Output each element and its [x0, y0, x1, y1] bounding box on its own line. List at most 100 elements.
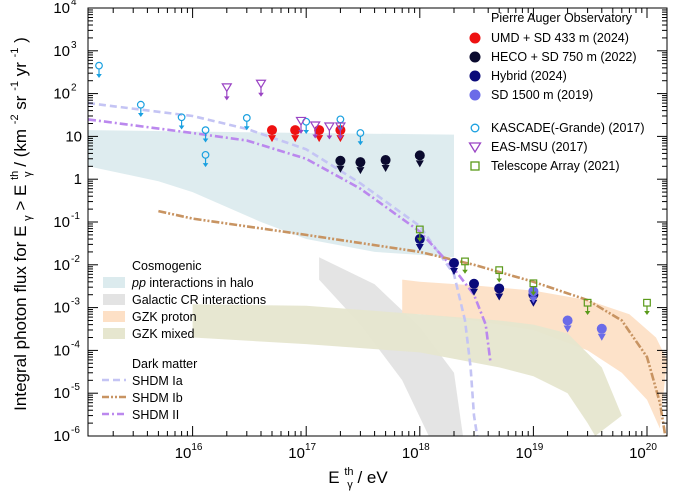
y-tick-label: 10	[53, 214, 70, 231]
upper-limit-arrow	[449, 268, 458, 276]
marker-ta-5	[643, 298, 651, 316]
marker-umd-1	[290, 125, 301, 143]
y-title-sup4: -1	[9, 48, 21, 58]
y-tick-base: 10	[53, 342, 70, 359]
legend-marker-easmsu	[468, 142, 482, 154]
upper-limit-arrow	[244, 126, 250, 131]
x-tick-exp: 16	[191, 442, 203, 453]
y-tick-label: 10	[53, 0, 70, 17]
marker-easmsu-0	[221, 83, 233, 101]
marker-ta-4	[583, 298, 592, 316]
legend-auger: Pierre Auger Observatory UMD + SD 433 m …	[469, 11, 637, 102]
x-axis-title: E th γ / eV	[328, 460, 388, 492]
x-title-sub: γ	[347, 479, 353, 491]
legend-swatch-gzk-mixed	[103, 328, 125, 339]
legend-dark-matter: Dark matter SHDM Ia SHDM Ib SHDM II	[102, 357, 197, 422]
x-tick-label: 1016	[175, 442, 203, 462]
marker-circle	[242, 114, 251, 122]
y-title-part5: yr	[11, 62, 30, 77]
legend-label-shdm-ii: SHDM II	[132, 408, 179, 422]
marker-dot	[596, 323, 607, 334]
legend-marker-kascade	[470, 123, 480, 133]
legend-label-kascade: KASCADE(-Grande) (2017)	[491, 121, 645, 135]
x-tick-exp: 20	[646, 442, 658, 453]
upper-limit-arrow	[644, 311, 650, 316]
marker-hybrid-1	[448, 258, 459, 276]
y-tick-exp: -6	[71, 425, 80, 436]
marker-triangle	[309, 121, 321, 131]
marker-triangle	[323, 122, 335, 132]
y-title-sup3: -1	[9, 81, 21, 91]
y-title-sup2: -2	[9, 114, 21, 124]
legend-label-pp-halo: pp interactions in halo	[131, 276, 254, 290]
legend-label-umd: UMD + SD 433 m (2024)	[491, 31, 629, 45]
marker-ta-0	[415, 225, 424, 242]
y-tick-exp: -4	[71, 339, 80, 350]
y-axis-title: Integral photon flux for E γ > E th γ / …	[3, 37, 35, 411]
x-title-base: E	[328, 468, 339, 487]
y-title-sub: γ	[22, 215, 34, 221]
x-tick-base: 10	[402, 445, 419, 462]
upper-limit-arrow	[138, 113, 144, 118]
x-tick-base: 10	[288, 445, 305, 462]
legend-marker-heco	[469, 51, 481, 63]
legend-label-pp-italic: pp	[131, 276, 146, 290]
upper-limit-arrow	[415, 244, 424, 252]
upper-limit-arrow	[597, 333, 606, 341]
marker-ta-1	[461, 257, 469, 274]
y-title-part2: > E	[11, 185, 30, 211]
marker-kascade-0	[95, 61, 103, 78]
marker-dot	[355, 157, 366, 168]
y-tick-label: 10	[53, 86, 70, 103]
upper-limit-arrow	[202, 138, 209, 143]
marker-kascade-8	[356, 129, 365, 146]
x-title-sup: th	[344, 466, 353, 478]
marker-hybrid-2	[469, 278, 479, 296]
marker-ta-3	[529, 279, 538, 296]
y-tick-exp: -3	[71, 297, 80, 308]
y-tick-base: 1	[74, 171, 82, 188]
upper-limit-arrow	[415, 160, 424, 168]
legend-cosmogenic: Cosmogenic pp interactions in halo Galac…	[103, 259, 266, 341]
marker-dot	[469, 278, 479, 289]
marker-hybrid-3	[494, 283, 505, 301]
y-tick-label: 10	[53, 428, 70, 445]
marker-dot	[414, 150, 425, 161]
marker-dot	[267, 125, 278, 136]
upper-limit-arrow	[268, 135, 277, 143]
upper-limit-arrow	[96, 73, 102, 78]
upper-limit-arrow	[291, 135, 300, 143]
y-tick-base: 10	[53, 257, 70, 274]
legend-label-galactic: Galactic CR interactions	[132, 293, 266, 307]
marker-triangle	[334, 122, 346, 132]
curve-shdm-ia	[88, 101, 479, 436]
marker-heco-0	[335, 155, 346, 173]
marker-kascade-4	[201, 150, 210, 168]
marker-sd1500-1	[562, 315, 573, 333]
y-title-part3: / (km	[11, 129, 30, 167]
legend-label-heco: HECO + SD 750 m (2022)	[491, 50, 637, 64]
y-tick-base: 10	[53, 214, 70, 231]
legend-marker-hybrid	[469, 70, 481, 82]
marker-triangle	[295, 116, 307, 127]
marker-umd-0	[267, 125, 278, 143]
upper-limit-arrow	[258, 92, 264, 97]
upper-limit-arrow	[496, 278, 503, 283]
upper-limit-arrow	[315, 135, 324, 143]
upper-limit-arrow	[357, 141, 364, 146]
upper-limit-arrow	[584, 311, 591, 316]
y-title-part4: sr	[11, 95, 30, 110]
upper-limit-arrow	[416, 237, 423, 242]
marker-heco-2	[380, 155, 391, 173]
legend-label-shdm-ia: SHDM Ia	[132, 374, 183, 388]
marker-kascade-5	[242, 114, 251, 131]
y-title-sup-th: th	[9, 171, 21, 180]
upper-limit-arrow	[563, 325, 572, 333]
marker-easmsu-1	[255, 79, 267, 97]
band-gzk-proton	[402, 279, 667, 429]
marker-easmsu-5	[334, 122, 346, 140]
upper-limit-arrow	[470, 288, 478, 296]
legend-dm-header: Dark matter	[132, 357, 197, 371]
marker-dot	[494, 283, 505, 294]
